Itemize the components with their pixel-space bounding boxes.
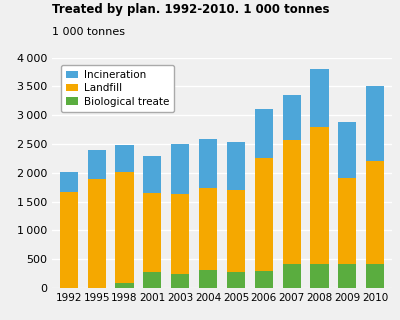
Bar — [60, 192, 78, 288]
Bar — [88, 150, 106, 179]
Bar — [88, 179, 106, 288]
Bar — [199, 140, 217, 188]
Bar — [255, 109, 273, 158]
Bar — [116, 172, 134, 284]
Bar — [143, 193, 161, 272]
Text: 1 000 tonnes: 1 000 tonnes — [52, 27, 125, 37]
Bar — [171, 144, 189, 194]
Bar — [366, 264, 384, 288]
Bar — [227, 190, 245, 272]
Bar — [338, 122, 356, 178]
Legend: Incineration, Landfill, Biological treate: Incineration, Landfill, Biological treat… — [61, 65, 174, 112]
Bar — [310, 127, 328, 264]
Bar — [255, 158, 273, 271]
Bar — [143, 156, 161, 193]
Bar — [283, 95, 301, 140]
Bar — [227, 272, 245, 288]
Bar — [310, 69, 328, 127]
Bar — [283, 140, 301, 264]
Bar — [199, 270, 217, 288]
Bar — [283, 264, 301, 288]
Bar — [310, 264, 328, 288]
Bar — [143, 272, 161, 288]
Bar — [171, 274, 189, 288]
Bar — [199, 188, 217, 270]
Bar — [116, 145, 134, 172]
Bar — [116, 284, 134, 288]
Bar — [366, 161, 384, 264]
Bar — [338, 264, 356, 288]
Bar — [338, 178, 356, 264]
Bar — [171, 194, 189, 274]
Bar — [227, 142, 245, 190]
Bar — [366, 86, 384, 161]
Bar — [255, 271, 273, 288]
Bar — [60, 172, 78, 192]
Text: Treated by plan. 1992-2010. 1 000 tonnes: Treated by plan. 1992-2010. 1 000 tonnes — [52, 3, 330, 16]
